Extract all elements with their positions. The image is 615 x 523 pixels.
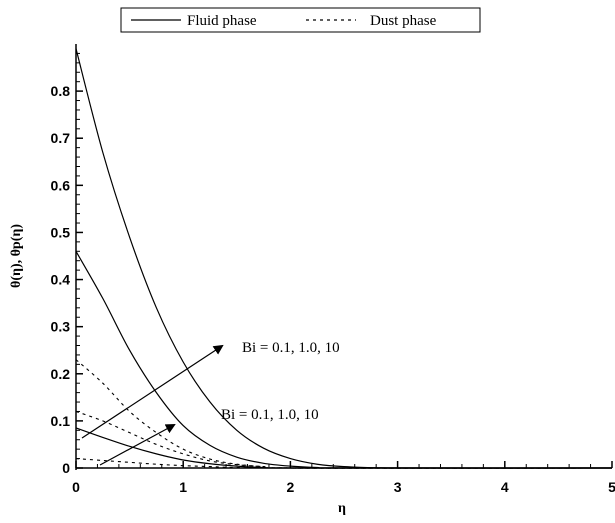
x-tick-label: 1 [179, 479, 187, 495]
y-tick-label: 0.5 [51, 224, 71, 240]
y-tick-label: 0 [62, 460, 70, 476]
y-tick-label: 0.2 [51, 366, 71, 382]
annotation-arrow-fluid [81, 344, 224, 439]
dust-phase-line-3 [75, 359, 613, 469]
fluid-phase-line-1 [75, 250, 613, 469]
annotation-arrow-dust [99, 424, 176, 466]
x-tick-label: 4 [501, 479, 509, 495]
y-tick-label: 0.8 [51, 83, 71, 99]
x-tick-label: 5 [608, 479, 615, 495]
y-tick-label: 0.6 [51, 177, 71, 193]
y-ticks: 0 0.1 0.2 0.3 0.4 0.5 0.6 0.7 0.8 [51, 52, 83, 476]
axes [75, 44, 612, 470]
y-axis-title: θ(η), θp(η) [9, 224, 24, 288]
y-tick-label: 0.3 [51, 319, 71, 335]
x-tick-label: 2 [287, 479, 295, 495]
legend-dust-label: Dust phase [370, 13, 437, 29]
dust-phase-line-5 [75, 458, 613, 469]
legend-fluid-label: Fluid phase [187, 13, 257, 29]
y-tick-label: 0.1 [51, 413, 71, 429]
dust-phase-line-4 [75, 410, 613, 469]
x-tick-label: 0 [72, 479, 80, 495]
x-axis-title: η [338, 501, 346, 516]
x-tick-label: 3 [394, 479, 402, 495]
legend: Fluid phase Dust phase [120, 7, 481, 33]
series-group [75, 48, 613, 469]
annotation-fluid-label: Bi = 0.1, 1.0, 10 [242, 340, 340, 356]
y-tick-label: 0.7 [51, 130, 71, 146]
fluid-phase-line-0 [75, 48, 613, 469]
y-tick-label: 0.4 [51, 272, 71, 288]
annotation-dust-label: Bi = 0.1, 1.0, 10 [221, 407, 319, 423]
